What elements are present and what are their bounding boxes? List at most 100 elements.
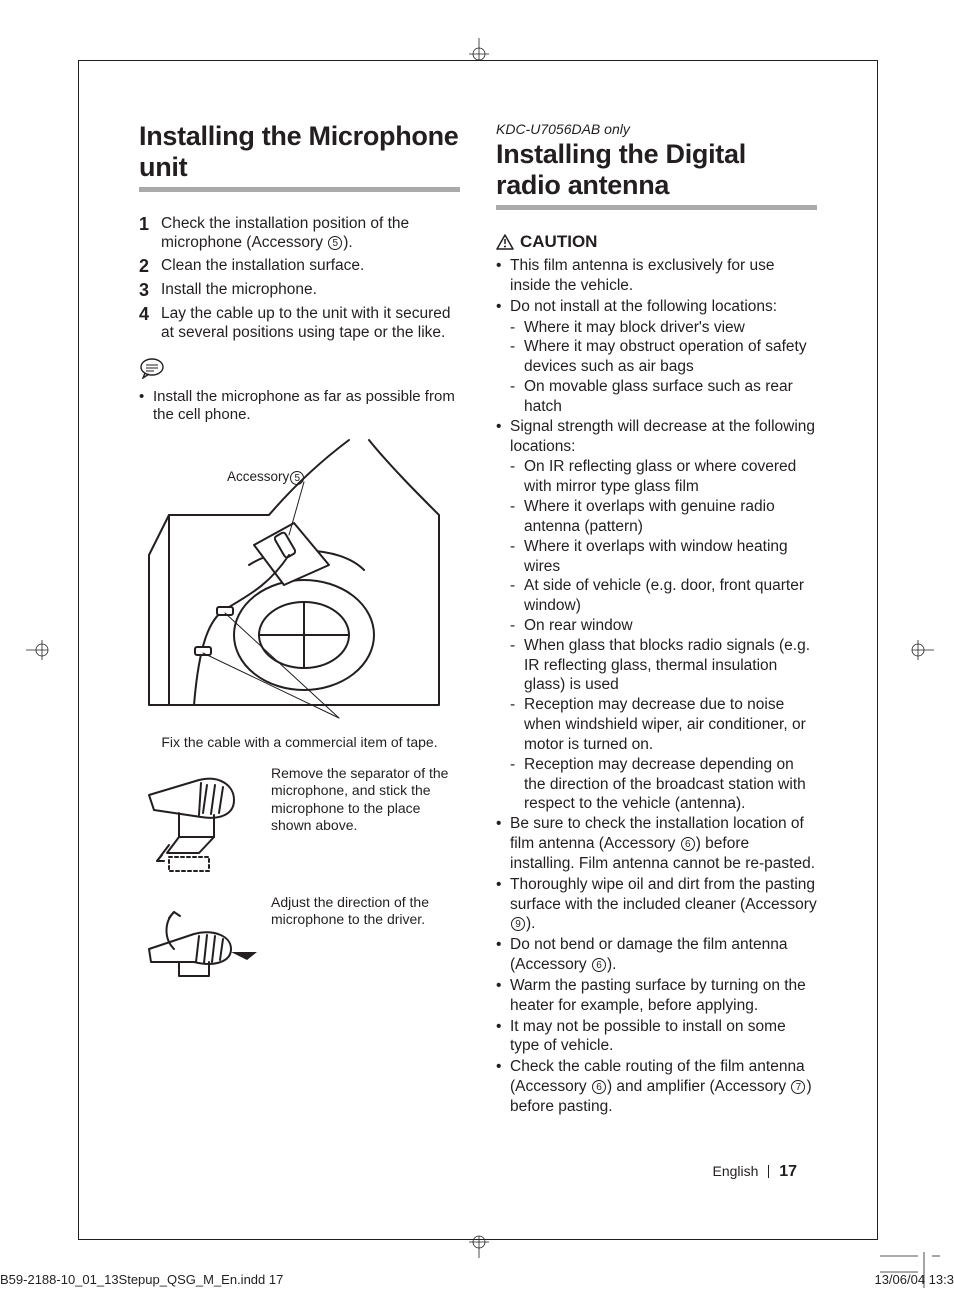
speech-bubble-icon <box>139 357 165 379</box>
dash-icon: - <box>510 616 524 636</box>
accessory-6-icon: 6 <box>592 958 606 972</box>
step-2: 2 Clean the installation surface. <box>139 256 460 277</box>
caution-text: Warm the pasting surface by turning on t… <box>510 976 817 1016</box>
caution-item: •Signal strength will decrease at the fo… <box>496 417 817 457</box>
note-text: Install the microphone as far as possibl… <box>153 388 460 426</box>
dash-icon: - <box>510 337 524 377</box>
caution-item: •Warm the pasting surface by turning on … <box>496 976 817 1016</box>
accessory-5-icon: 5 <box>290 471 304 485</box>
subitem-text: Where it may obstruct operation of safet… <box>524 337 817 377</box>
caution-subitem: -On IR reflecting glass or where covered… <box>510 457 817 497</box>
figure2-caption: Remove the separator of the microphone, … <box>271 765 460 880</box>
caution-item: •Thoroughly wipe oil and dirt from the p… <box>496 875 817 934</box>
right-column: KDC-U7056DAB only Installing the Digital… <box>496 121 817 1118</box>
bullet-icon: • <box>496 935 510 975</box>
caution-text: Signal strength will decrease at the fol… <box>510 417 817 457</box>
figure3-caption: Adjust the direction of the microphone t… <box>271 894 460 989</box>
caution-item: •It may not be possible to install on so… <box>496 1017 817 1057</box>
page-frame: Installing the Microphone unit 1 Check t… <box>78 60 878 1240</box>
dash-icon: - <box>510 695 524 754</box>
note-bullet: • Install the microphone as far as possi… <box>139 388 460 426</box>
caution-text: This film antenna is exclusively for use… <box>510 256 817 296</box>
subitem-text: Reception may decrease due to noise when… <box>524 695 817 754</box>
caution-item: •Be sure to check the installation locat… <box>496 814 817 873</box>
footer-divider-icon <box>768 1165 769 1178</box>
subitem-text: On IR reflecting glass or where covered … <box>524 457 817 497</box>
accessory-6-icon: 6 <box>681 837 695 851</box>
caution-text: Be sure to check the installation locati… <box>510 814 817 873</box>
caution-header: CAUTION <box>496 232 817 252</box>
caution-subitem: -Reception may decrease due to noise whe… <box>510 695 817 754</box>
step-text: Check the installation position of the m… <box>161 214 460 253</box>
footer-page-number: 17 <box>779 1163 797 1180</box>
subitem-text: At side of vehicle (e.g. door, front qua… <box>524 576 817 616</box>
figure-label: Accessory5 <box>227 469 305 484</box>
accessory-6-icon: 6 <box>592 1080 606 1094</box>
caution-item: •Check the cable routing of the film ant… <box>496 1057 817 1116</box>
caution-item: •Do not bend or damage the film antenna … <box>496 935 817 975</box>
accessory-7-icon: 7 <box>791 1080 805 1094</box>
step-number: 2 <box>139 256 161 277</box>
accessory-9-icon: 9 <box>511 917 525 931</box>
caution-subitem: -Where it may block driver's view <box>510 318 817 338</box>
figure-separator: Remove the separator of the microphone, … <box>139 765 460 880</box>
caution-subitem: -Where it overlaps with genuine radio an… <box>510 497 817 537</box>
subitem-text: Where it overlaps with genuine radio ant… <box>524 497 817 537</box>
caution-subitem: -When glass that blocks radio signals (e… <box>510 636 817 695</box>
caution-item: •This film antenna is exclusively for us… <box>496 256 817 296</box>
bullet-icon: • <box>496 1017 510 1057</box>
caution-subitem: -Where it may obstruct operation of safe… <box>510 337 817 377</box>
indd-date: 13/06/04 13:3 <box>874 1272 954 1287</box>
dash-icon: - <box>510 636 524 695</box>
caution-subitem: -Reception may decrease depending on the… <box>510 755 817 814</box>
bullet-icon: • <box>496 417 510 457</box>
step-number: 3 <box>139 280 161 301</box>
caution-text: Do not install at the following location… <box>510 297 777 317</box>
dash-icon: - <box>510 497 524 537</box>
trim-mark-right <box>904 638 934 662</box>
model-note: KDC-U7056DAB only <box>496 121 817 137</box>
dash-icon: - <box>510 457 524 497</box>
bullet-icon: • <box>496 297 510 317</box>
subitem-text: Where it may block driver's view <box>524 318 745 338</box>
step-number: 1 <box>139 214 161 253</box>
caution-subitem: -Where it overlaps with window heating w… <box>510 537 817 577</box>
caution-list: •This film antenna is exclusively for us… <box>496 256 817 1117</box>
step-1: 1 Check the installation position of the… <box>139 214 460 253</box>
subitem-text: On movable glass surface such as rear ha… <box>524 377 817 417</box>
trim-mark-left <box>26 638 56 662</box>
caution-text: It may not be possible to install on som… <box>510 1017 817 1057</box>
step-text: Install the microphone. <box>161 280 317 301</box>
caution-sublist: -Where it may block driver's view-Where … <box>510 318 817 417</box>
bullet-icon: • <box>496 976 510 1016</box>
subitem-text: On rear window <box>524 616 633 636</box>
bullet-icon: • <box>496 256 510 296</box>
section-title-antenna: Installing the Digital radio antenna <box>496 139 817 210</box>
step-number: 4 <box>139 304 161 343</box>
caution-text: Check the cable routing of the film ante… <box>510 1057 817 1116</box>
figure-adjust: Adjust the direction of the microphone t… <box>139 894 460 989</box>
dash-icon: - <box>510 755 524 814</box>
install-steps: 1 Check the installation position of the… <box>139 214 460 343</box>
figure-caption: Fix the cable with a commercial item of … <box>139 734 460 751</box>
accessory-5-icon: 5 <box>328 236 342 250</box>
dash-icon: - <box>510 318 524 338</box>
caution-text: Do not bend or damage the film antenna (… <box>510 935 817 975</box>
two-columns: Installing the Microphone unit 1 Check t… <box>79 61 877 1118</box>
text: ). <box>343 234 352 251</box>
step-4: 4 Lay the cable up to the unit with it s… <box>139 304 460 343</box>
label-prefix: Accessory <box>227 469 289 484</box>
bullet-icon: • <box>496 875 510 934</box>
step-3: 3 Install the microphone. <box>139 280 460 301</box>
caution-sublist: -On IR reflecting glass or where covered… <box>510 457 817 814</box>
text: Check the installation position of the m… <box>161 215 409 251</box>
step-text: Lay the cable up to the unit with it sec… <box>161 304 460 343</box>
page-footer: English 17 <box>713 1163 798 1181</box>
dash-icon: - <box>510 537 524 577</box>
subitem-text: Where it overlaps with window heating wi… <box>524 537 817 577</box>
dash-icon: - <box>510 377 524 417</box>
figure-dashboard: Accessory5 <box>139 435 460 751</box>
caution-label: CAUTION <box>520 232 597 252</box>
left-column: Installing the Microphone unit 1 Check t… <box>139 121 460 1118</box>
bullet-icon: • <box>496 1057 510 1116</box>
